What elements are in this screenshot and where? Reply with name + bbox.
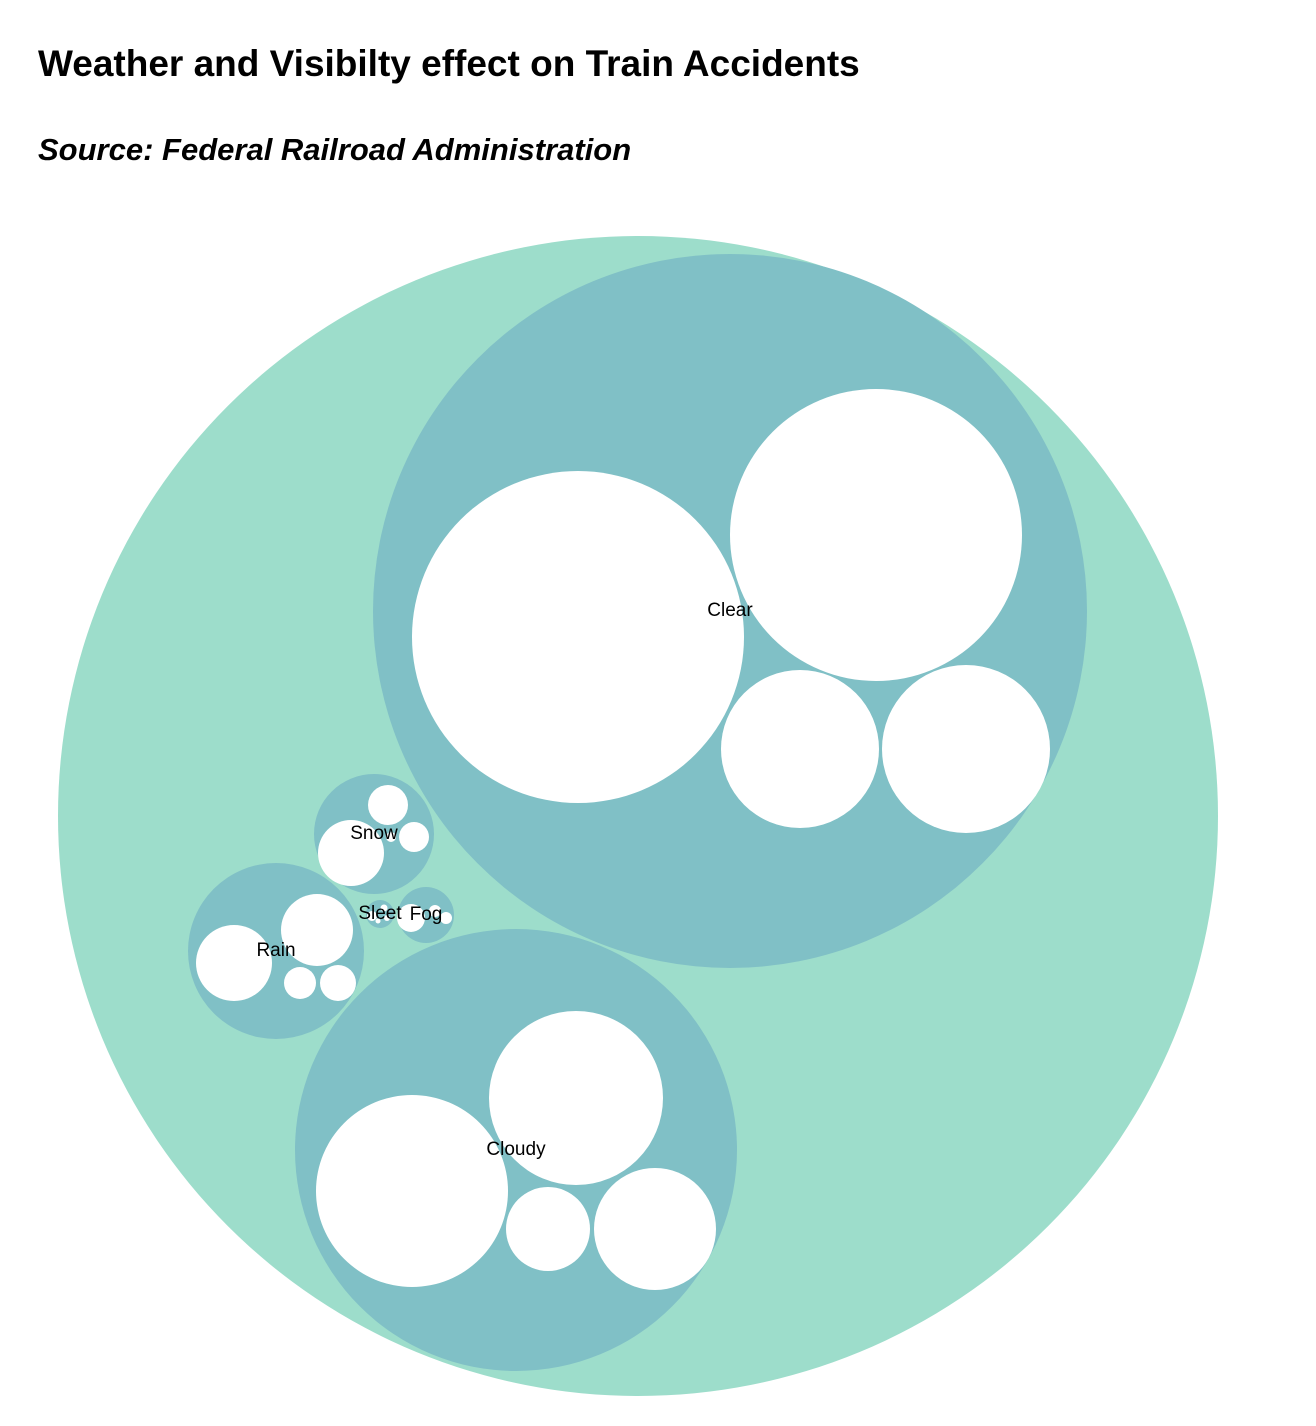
group-label-fog: Fog [410,904,443,925]
chart-subtitle: Source: Federal Railroad Administration [38,132,632,167]
chart-title: Weather and Visibilty effect on Train Ac… [38,43,860,84]
leaf-bubble-rain-4 [320,965,356,1001]
leaf-bubble-clear-1 [412,471,744,803]
leaf-bubble-snow-3 [399,822,429,852]
leaf-bubble-rain-3 [284,967,316,999]
group-label-snow: Snow [350,823,398,844]
leaf-bubble-cloudy-1 [316,1095,508,1287]
leaf-bubble-fog-2 [429,905,441,917]
leaf-bubble-clear-4 [882,665,1050,833]
group-label-cloudy: Cloudy [486,1139,546,1160]
leaf-bubble-snow-2 [368,785,408,825]
leaf-bubble-rain-1 [196,925,272,1001]
leaf-bubble-snow-1 [318,820,384,886]
leaf-bubble-cloudy-2 [489,1011,663,1185]
leaf-bubble-cloudy-3 [506,1187,590,1271]
leaf-bubble-rain-2 [281,894,353,966]
group-label-sleet: Sleet [358,903,402,924]
leaf-bubble-fog-1 [397,904,425,932]
leaf-bubble-clear-3 [721,670,879,828]
leaf-bubble-fog-3 [440,912,452,924]
leaf-bubble-cloudy-4 [594,1168,716,1290]
leaf-bubble-sleet-4 [375,918,381,924]
group-label-rain: Rain [256,940,295,961]
leaf-bubble-sleet-1 [367,911,377,921]
leaf-bubble-clear-2 [730,389,1022,681]
chart-labels: Clear Cloudy Rain Snow Sleet Fog [256,600,753,1160]
leaf-bubble-sleet-3 [384,915,390,921]
leaf-bubble-snow-4 [386,832,396,842]
chart-circles [58,236,1218,1396]
leaf-bubble-sleet-2 [380,904,388,912]
group-label-clear: Clear [707,600,753,621]
